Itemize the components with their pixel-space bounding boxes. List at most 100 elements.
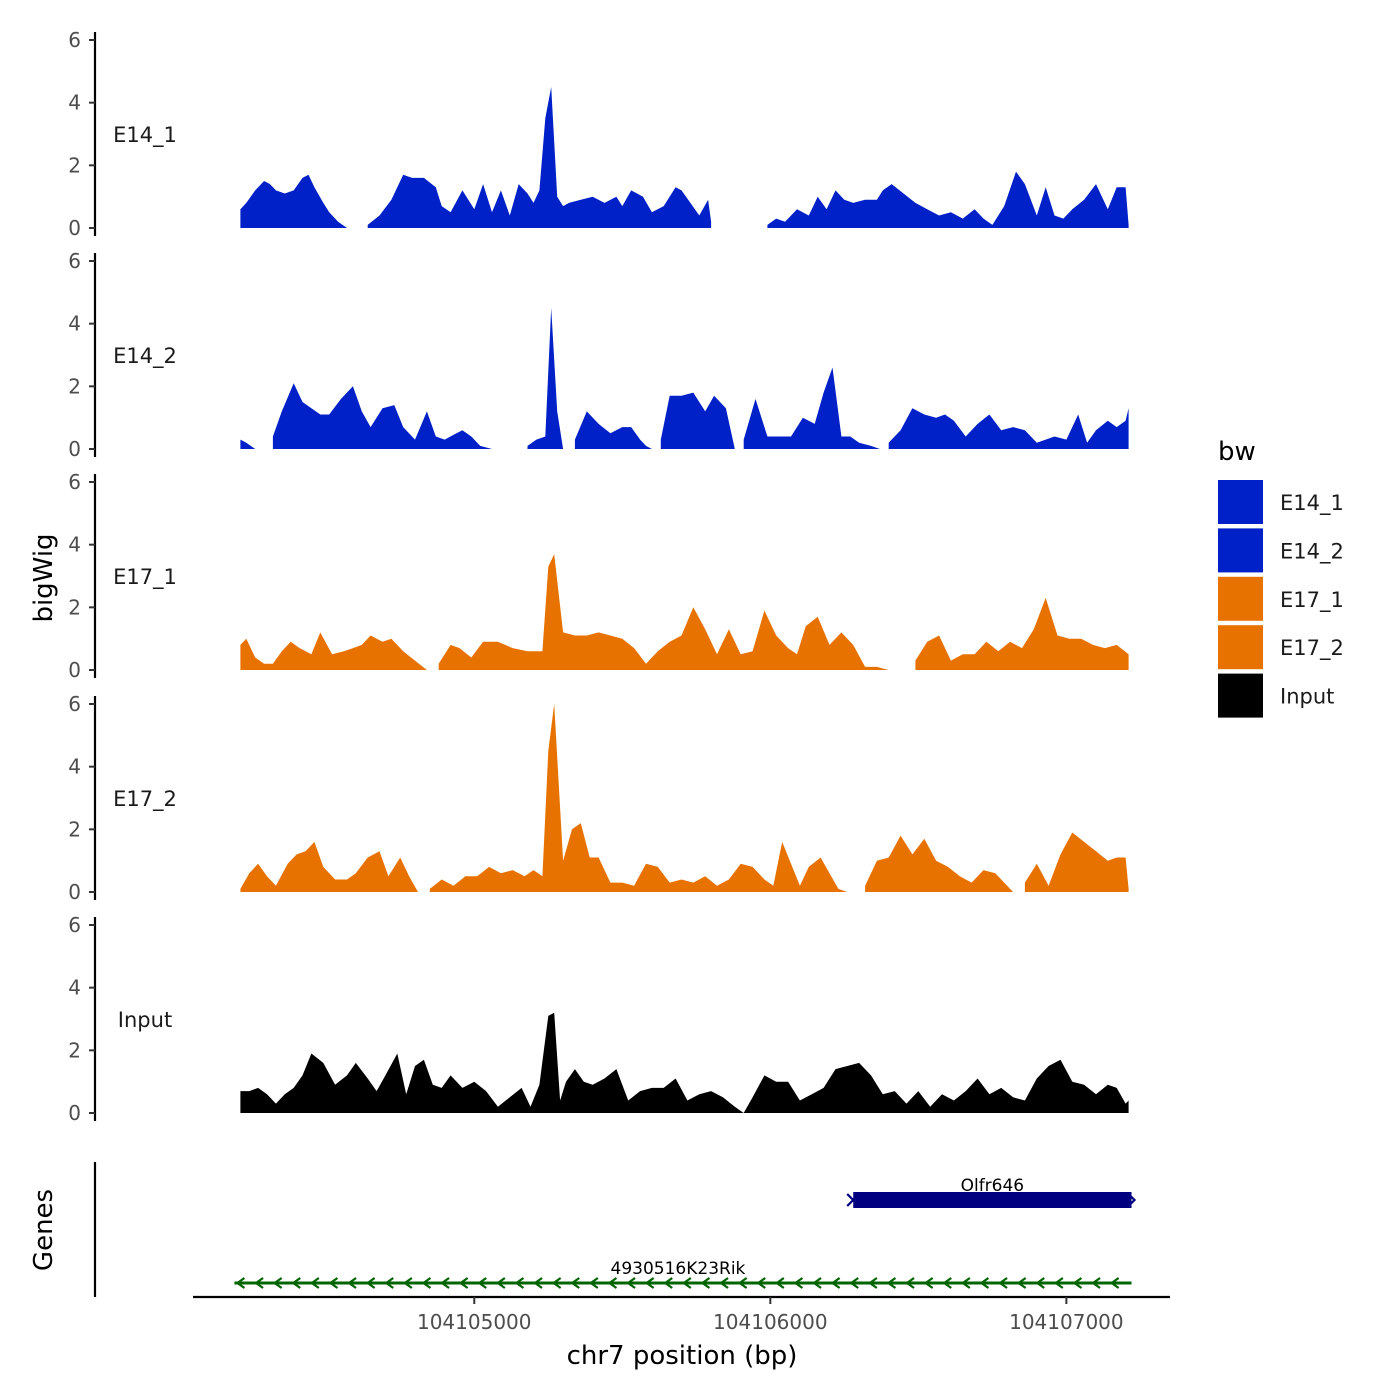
area-E14_2-segment-6	[888, 408, 1129, 449]
gene-strand-arrow-4	[309, 1277, 320, 1289]
y-tick-label-E14_2-6: 6	[68, 249, 81, 273]
y-tick-label-E14_1-0: 0	[68, 216, 81, 240]
track-label-E17_2: E17_2	[113, 787, 177, 812]
legend-entry-E14_1: E14_1	[1218, 480, 1344, 524]
y-tick-label-E14_1-4: 4	[68, 91, 81, 115]
gene-strand-arrow-42	[1016, 1277, 1027, 1289]
gene-strand-arrow-30	[793, 1277, 804, 1289]
gene-strand-arrow-31	[812, 1277, 822, 1289]
area-E14_1-segment-1	[367, 87, 712, 228]
legend-label-E17_2: E17_2	[1280, 636, 1344, 661]
gene-strand-arrow-11	[440, 1277, 450, 1289]
genes-layer: Olfr646 4930516K23Rik	[93, 1162, 1137, 1297]
area-E14_2-segment-2	[527, 308, 564, 449]
tracks-layer: 0 2 4 6 E14_1 0 2 4 6 E14_2 0 2 4 6 E17_1 0 2 4 6 E17_2 0 2 4 6…	[68, 28, 1129, 1125]
gene-strand-arrow-22	[644, 1277, 655, 1289]
track-E14_1: 0 2 4 6 E14_1	[68, 28, 1129, 240]
gene-strand-arrow-19	[588, 1277, 599, 1289]
area-E17_2-segment-2	[865, 835, 1014, 892]
x-axis-title: chr7 position (bp)	[567, 1341, 798, 1371]
gene-strand-arrow-21	[626, 1277, 636, 1289]
y-tick-label-E17_2-4: 4	[68, 755, 81, 779]
gene-strand-arrow-46	[1091, 1277, 1101, 1289]
y-axis-title: bigWig	[29, 533, 59, 622]
track-label-E14_2: E14_2	[113, 344, 177, 369]
gene-strand-arrow-1	[254, 1277, 264, 1289]
y-tick-label-E17_2-2: 2	[68, 817, 81, 841]
gene-4930516K23Rik: 4930516K23Rik	[234, 1259, 1132, 1289]
legend-swatch-E14_1	[1218, 480, 1263, 524]
y-tick-label-E17_1-4: 4	[68, 533, 81, 557]
gene-strand-arrow-23	[663, 1277, 673, 1289]
gene-strand-arrow-24	[681, 1277, 692, 1289]
area-E14_2-segment-1	[272, 383, 525, 449]
legend-entry-E17_1: E17_1	[1218, 576, 1344, 621]
legend: E14_1 E14_2 E17_1 E17_2 Input	[1218, 480, 1344, 718]
gene-strand-arrow-16	[533, 1277, 543, 1289]
x-tick-label-104105000: 104105000	[417, 1310, 532, 1334]
gene-strand-arrow-34	[867, 1277, 878, 1289]
area-E17_1-segment-2	[915, 597, 1129, 670]
y-tick-label-E17_2-0: 0	[68, 880, 81, 904]
x-tick-label-104107000: 104107000	[1009, 1310, 1124, 1334]
gene-strand-arrow-25	[700, 1277, 711, 1289]
gene-strand-arrow-15	[514, 1277, 525, 1289]
legend-entry-Input: Input	[1218, 673, 1334, 718]
gene-strand-arrow-29	[774, 1277, 785, 1289]
track-E14_2: 0 2 4 6 E14_2	[68, 249, 1129, 461]
x-tick-label-104106000: 104106000	[713, 1310, 828, 1334]
y-tick-label-E17_1-6: 6	[68, 470, 81, 494]
gene-strand-arrow-2	[272, 1277, 283, 1289]
gene-strand-arrow-47	[1109, 1277, 1120, 1289]
y-tick-label-E14_1-6: 6	[68, 28, 81, 52]
track-Input: 0 2 4 6 Input	[68, 913, 1129, 1125]
gene-strand-arrow-3	[291, 1277, 301, 1289]
gene-strand-arrow-5	[328, 1277, 339, 1289]
y-tick-label-E14_1-2: 2	[68, 153, 81, 177]
gene-strand-arrow-27	[737, 1277, 748, 1289]
gene-end-marker-Olfr646	[1127, 1193, 1137, 1207]
gene-strand-arrow-12	[458, 1277, 469, 1289]
gene-strand-arrow-37	[923, 1277, 934, 1289]
legend-label-E17_1: E17_1	[1280, 588, 1344, 613]
y-tick-label-E17_1-2: 2	[68, 595, 81, 619]
genes-axis-title: Genes	[29, 1189, 59, 1271]
area-E17_1-segment-0	[240, 632, 436, 670]
y-tick-label-Input-2: 2	[68, 1038, 81, 1062]
track-E17_2: 0 2 4 6 E17_2	[68, 692, 1129, 904]
area-E14_2-segment-5	[743, 367, 880, 449]
y-tick-label-Input-4: 4	[68, 976, 81, 1000]
area-E17_1-segment-1	[438, 554, 904, 670]
gene-strand-arrow-41	[998, 1277, 1008, 1289]
gene-strand-arrow-8	[384, 1277, 394, 1289]
area-E14_2-segment-4	[660, 392, 735, 449]
gene-strand-arrow-0	[235, 1277, 246, 1289]
area-E17_2-segment-3	[1024, 832, 1129, 892]
y-tick-label-E14_2-2: 2	[68, 374, 81, 398]
legend-title: bw	[1218, 437, 1256, 467]
track-label-E17_1: E17_1	[113, 565, 177, 590]
gene-strand-arrow-10	[421, 1277, 432, 1289]
track-E17_1: 0 2 4 6 E17_1	[68, 470, 1129, 682]
y-tick-label-Input-6: 6	[68, 913, 81, 937]
legend-swatch-E17_1	[1218, 576, 1263, 621]
y-tick-label-E14_2-4: 4	[68, 312, 81, 336]
gene-strand-arrow-17	[551, 1277, 562, 1289]
gene-strand-arrow-39	[960, 1277, 971, 1289]
gene-strand-arrow-9	[402, 1277, 413, 1289]
gene-strand-arrow-43	[1035, 1277, 1045, 1289]
area-E17_2-segment-1	[429, 704, 860, 892]
y-tick-label-Input-0: 0	[68, 1101, 81, 1125]
legend-entry-E14_2: E14_2	[1218, 528, 1344, 573]
legend-swatch-E14_2	[1218, 528, 1263, 573]
legend-swatch-Input	[1218, 673, 1263, 718]
gene-strand-arrow-36	[905, 1277, 915, 1289]
gene-strand-arrow-40	[979, 1277, 990, 1289]
gene-strand-arrow-35	[886, 1277, 897, 1289]
y-tick-label-E17_1-0: 0	[68, 658, 81, 682]
gene-label-Olfr646: Olfr646	[961, 1176, 1025, 1196]
legend-label-E14_1: E14_1	[1280, 491, 1344, 516]
gene-strand-arrow-7	[365, 1277, 376, 1289]
legend-label-E14_2: E14_2	[1280, 539, 1344, 564]
